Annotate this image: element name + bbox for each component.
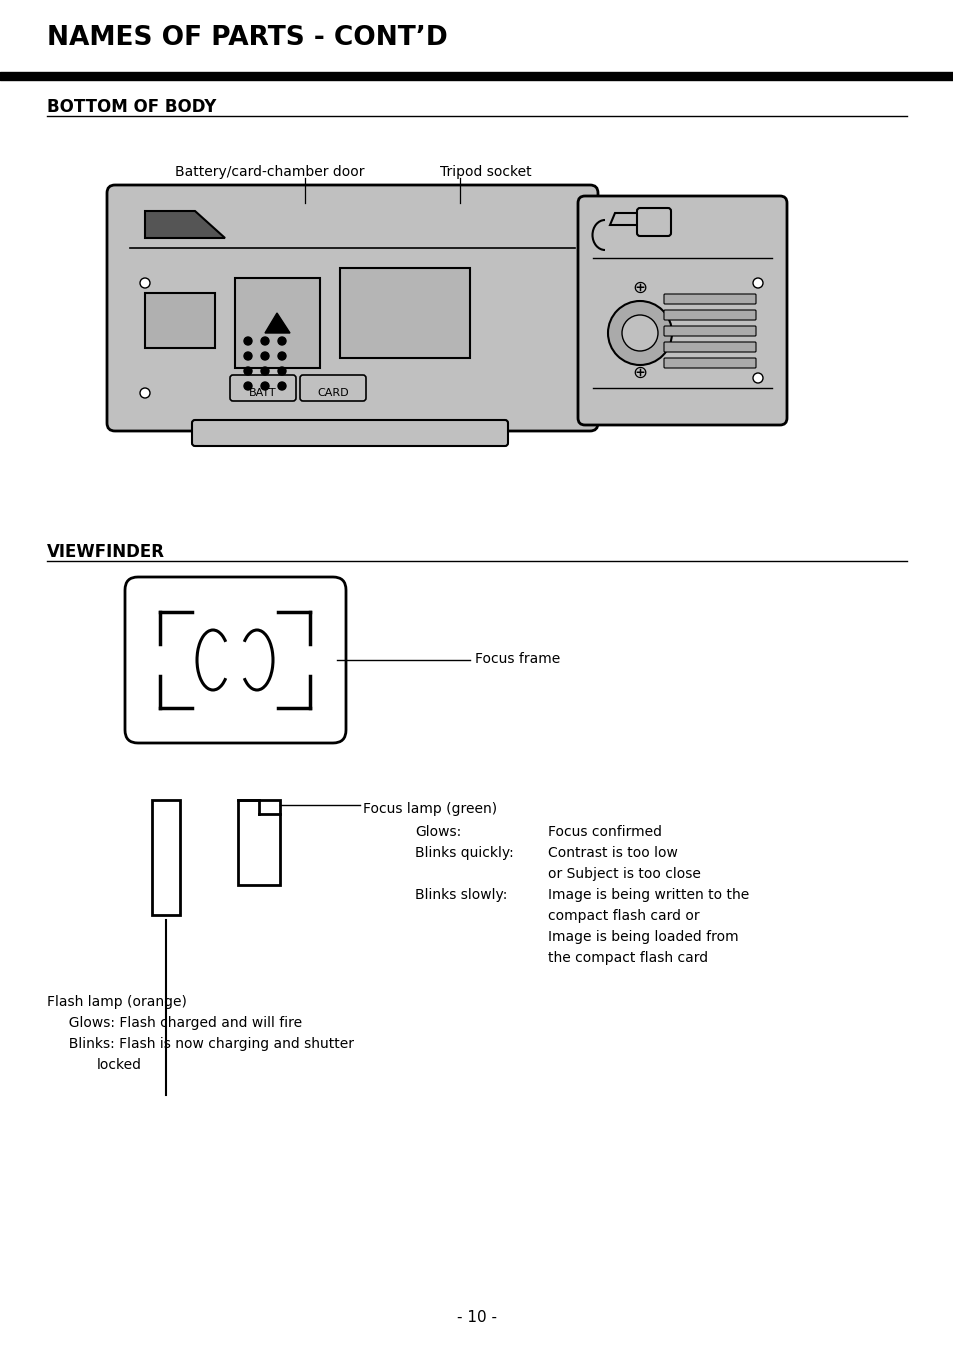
Text: or Subject is too close: or Subject is too close	[547, 867, 700, 881]
FancyBboxPatch shape	[192, 420, 507, 447]
FancyBboxPatch shape	[299, 375, 366, 401]
FancyBboxPatch shape	[663, 326, 755, 336]
Text: Blinks quickly:: Blinks quickly:	[415, 846, 514, 861]
Circle shape	[277, 367, 286, 375]
Text: ⊕: ⊕	[632, 364, 647, 382]
Bar	[339, 268, 470, 357]
Circle shape	[277, 382, 286, 390]
Text: - 10 -: - 10 -	[456, 1310, 497, 1325]
FancyBboxPatch shape	[663, 294, 755, 304]
FancyBboxPatch shape	[663, 357, 755, 368]
Circle shape	[277, 337, 286, 345]
FancyBboxPatch shape	[663, 343, 755, 352]
Text: Blinks slowly:: Blinks slowly:	[415, 888, 507, 902]
Circle shape	[261, 352, 269, 360]
Text: compact flash card or: compact flash card or	[547, 909, 699, 923]
Text: Focus frame: Focus frame	[475, 652, 559, 666]
Text: Focus lamp (green): Focus lamp (green)	[363, 803, 497, 816]
Circle shape	[244, 337, 252, 345]
Text: Focus confirmed: Focus confirmed	[547, 826, 661, 839]
Circle shape	[621, 316, 658, 351]
Circle shape	[244, 382, 252, 390]
Text: Glows: Flash charged and will fire: Glows: Flash charged and will fire	[60, 1016, 302, 1031]
Circle shape	[607, 301, 671, 366]
Text: Tripod socket: Tripod socket	[439, 165, 531, 179]
Text: ⊕: ⊕	[632, 279, 647, 297]
FancyBboxPatch shape	[578, 196, 786, 425]
Text: BATT: BATT	[249, 389, 276, 398]
Bar	[152, 800, 180, 915]
Circle shape	[244, 367, 252, 375]
Circle shape	[752, 278, 762, 287]
Text: Battery/card-chamber door: Battery/card-chamber door	[174, 165, 364, 179]
Text: BOTTOM OF BODY: BOTTOM OF BODY	[47, 98, 216, 116]
Text: Blinks: Flash is now charging and shutter: Blinks: Flash is now charging and shutte…	[60, 1037, 354, 1051]
FancyBboxPatch shape	[637, 208, 670, 236]
Circle shape	[140, 278, 150, 287]
Polygon shape	[145, 210, 225, 237]
FancyBboxPatch shape	[107, 185, 598, 430]
Text: NAMES OF PARTS - CONT’D: NAMES OF PARTS - CONT’D	[47, 26, 447, 51]
Text: Image is being loaded from: Image is being loaded from	[547, 929, 738, 944]
Circle shape	[261, 367, 269, 375]
Circle shape	[140, 389, 150, 398]
Text: Glows:: Glows:	[415, 826, 460, 839]
FancyBboxPatch shape	[125, 577, 346, 743]
Polygon shape	[609, 213, 644, 225]
FancyBboxPatch shape	[230, 375, 295, 401]
Text: CARD: CARD	[316, 389, 349, 398]
Circle shape	[277, 352, 286, 360]
FancyBboxPatch shape	[663, 310, 755, 320]
Circle shape	[261, 382, 269, 390]
Text: VIEWFINDER: VIEWFINDER	[47, 544, 165, 561]
Circle shape	[752, 374, 762, 383]
Polygon shape	[265, 313, 290, 333]
Bar	[145, 293, 214, 348]
Text: Contrast is too low: Contrast is too low	[547, 846, 678, 861]
Circle shape	[244, 352, 252, 360]
Bar	[237, 800, 280, 885]
Text: locked: locked	[97, 1058, 142, 1072]
Bar	[234, 278, 319, 368]
Text: Image is being written to the: Image is being written to the	[547, 888, 748, 902]
Circle shape	[261, 337, 269, 345]
Text: Flash lamp (orange): Flash lamp (orange)	[47, 996, 187, 1009]
Text: the compact flash card: the compact flash card	[547, 951, 707, 965]
